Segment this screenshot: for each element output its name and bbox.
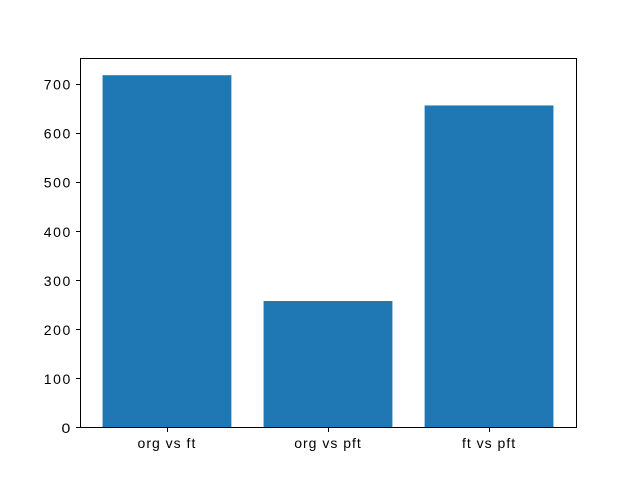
svg-text:200: 200 <box>44 322 71 338</box>
svg-text:700: 700 <box>44 77 71 93</box>
svg-text:400: 400 <box>44 224 71 240</box>
svg-text:org vs ft: org vs ft <box>138 435 197 451</box>
svg-text:500: 500 <box>44 175 71 191</box>
svg-text:600: 600 <box>44 126 71 142</box>
svg-text:300: 300 <box>44 273 71 289</box>
svg-text:ft vs pft: ft vs pft <box>462 435 516 451</box>
svg-text:org vs pft: org vs pft <box>294 435 362 451</box>
svg-text:0: 0 <box>62 420 71 436</box>
svg-text:100: 100 <box>44 371 71 387</box>
